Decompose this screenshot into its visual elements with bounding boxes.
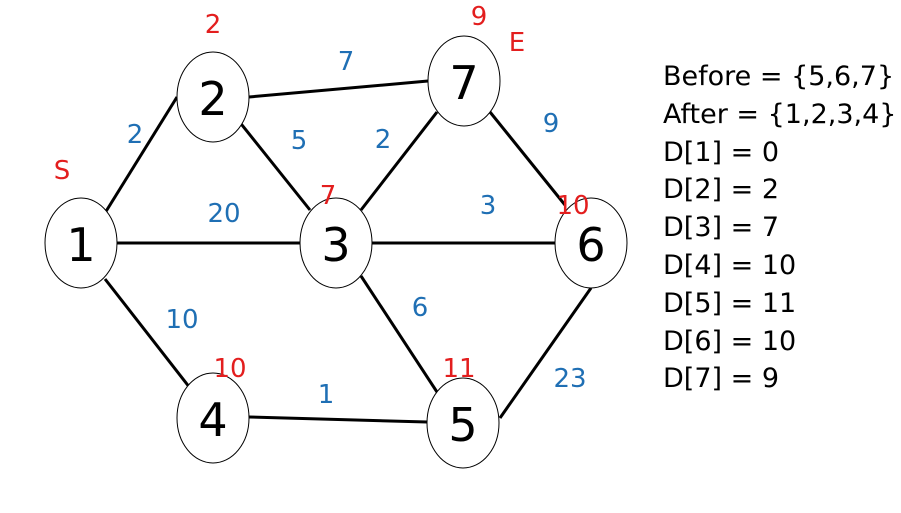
edge-weight-3-6: 3 xyxy=(480,191,497,221)
node-circle-6 xyxy=(554,197,628,289)
edge-weight-7-6: 9 xyxy=(543,109,560,139)
edge-2-7 xyxy=(248,79,429,99)
node-5: 5 xyxy=(426,377,500,469)
node-label-3: 3 xyxy=(321,218,350,272)
distance-info-panel: Before = {5,6,7} After = {1,2,3,4} D[1] = … xyxy=(663,58,896,398)
node-distance-5: 11 xyxy=(442,354,475,384)
node-3: 3 xyxy=(299,197,373,289)
node-distance-4: 10 xyxy=(213,354,246,384)
edge-4-5 xyxy=(248,415,428,424)
edge-weight-6-5: 23 xyxy=(553,364,586,394)
node-4: 4 xyxy=(176,372,250,464)
node-distance-2: 2 xyxy=(205,10,222,40)
info-line-0: Before = {5,6,7} xyxy=(663,61,895,92)
start-marker: S xyxy=(54,156,71,186)
node-circle-3 xyxy=(299,197,373,289)
info-line-5: D[4] = 10 xyxy=(663,249,797,281)
node-circle-1 xyxy=(44,197,118,289)
edge-1-2 xyxy=(103,96,179,214)
end-marker: E xyxy=(509,28,525,58)
info-line-1: After = {1,2,3,4} xyxy=(663,98,897,130)
info-line-3: D[2] = 2 xyxy=(663,174,780,206)
node-6: 6 xyxy=(554,197,628,289)
edge-weight-3-7: 2 xyxy=(375,125,392,155)
node-label-4: 4 xyxy=(198,393,227,447)
node-circle-4 xyxy=(176,372,250,464)
edge-weight-1-4: 10 xyxy=(165,305,198,335)
edges-layer xyxy=(103,79,593,424)
node-label-5: 5 xyxy=(448,398,477,452)
node-distance-7: 9 xyxy=(471,2,488,32)
edge-7-6 xyxy=(488,111,567,206)
node-distance-6: 10 xyxy=(556,191,589,221)
node-label-2: 2 xyxy=(198,72,227,126)
node-label-1: 1 xyxy=(66,218,95,272)
edge-weight-3-5: 6 xyxy=(412,293,429,323)
node-label-6: 6 xyxy=(576,218,605,272)
node-label-7: 7 xyxy=(449,56,478,110)
node-distance-3: 7 xyxy=(320,181,337,211)
edge-weight-1-2: 2 xyxy=(127,120,144,150)
edge-1-4 xyxy=(103,278,192,389)
info-line-8: D[7] = 9 xyxy=(663,363,780,395)
edge-3-5 xyxy=(359,275,439,393)
info-line-7: D[6] = 10 xyxy=(663,325,797,357)
edge-3-7 xyxy=(359,111,439,211)
node-circle-2 xyxy=(176,51,250,143)
edge-weight-4-5: 1 xyxy=(318,380,335,410)
node-2: 2 xyxy=(176,51,250,143)
edge-2-3 xyxy=(236,119,312,211)
info-line-2: D[1] = 0 xyxy=(663,136,780,168)
node-circle-5 xyxy=(426,377,500,469)
node-7: 7 xyxy=(427,35,501,127)
node-1: 1 xyxy=(44,197,118,289)
edge-weight-2-3: 5 xyxy=(291,126,308,156)
edge-6-5 xyxy=(498,287,593,419)
node-circle-7 xyxy=(427,35,501,127)
edge-weight-1-3: 20 xyxy=(207,199,240,229)
edge-weight-2-7: 7 xyxy=(338,47,355,77)
info-line-4: D[3] = 7 xyxy=(663,212,780,244)
info-line-6: D[5] = 11 xyxy=(663,287,797,319)
